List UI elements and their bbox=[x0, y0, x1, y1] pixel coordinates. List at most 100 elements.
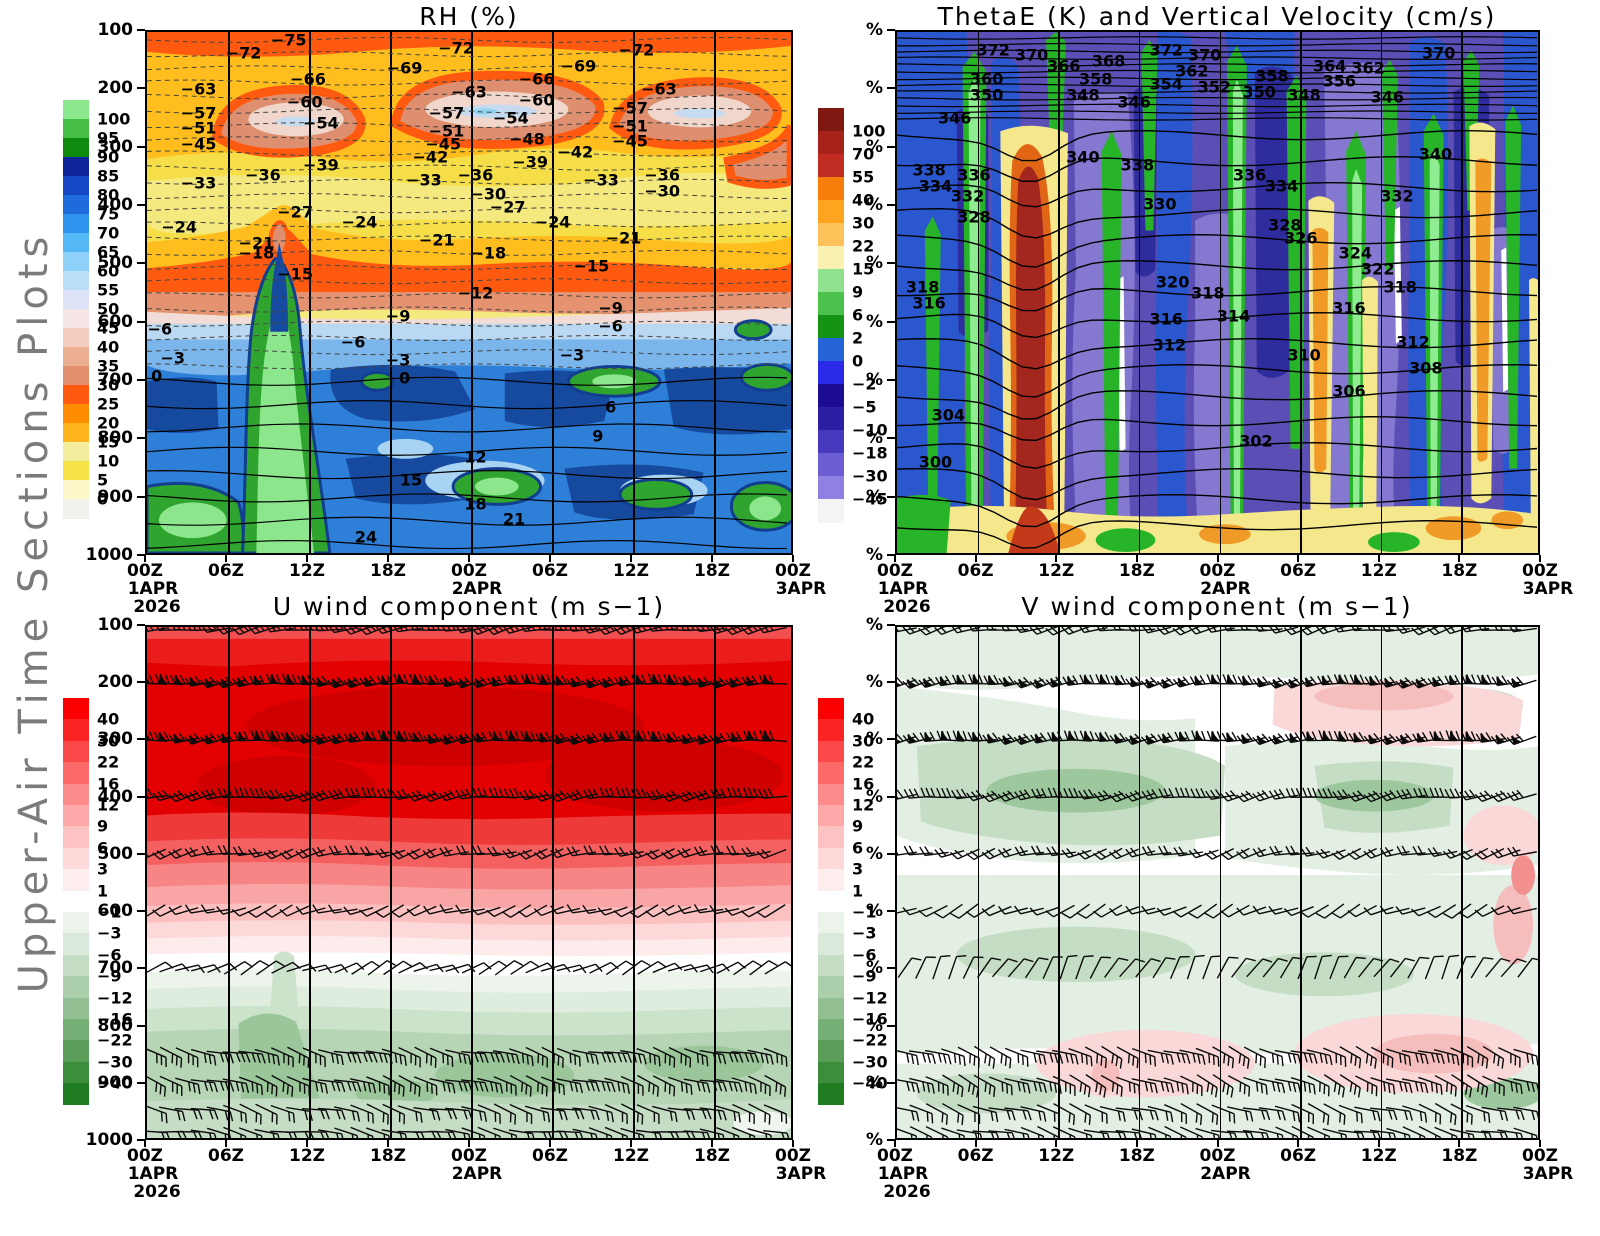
thetae-contour bbox=[897, 468, 1538, 501]
time-gridline bbox=[228, 32, 230, 553]
wind-barb bbox=[488, 787, 517, 799]
colorbar-cell bbox=[63, 740, 89, 763]
wind-barb bbox=[747, 1049, 774, 1065]
wind-barb bbox=[1418, 1076, 1443, 1095]
wind-barb bbox=[1466, 1074, 1489, 1098]
wind-barb bbox=[317, 1129, 345, 1138]
wind-barb bbox=[556, 1078, 583, 1094]
wind-barb bbox=[897, 1127, 918, 1138]
wind-barb bbox=[510, 960, 540, 975]
wind-barb bbox=[1470, 956, 1494, 979]
wind-barb bbox=[1444, 674, 1474, 686]
colorbar-label: 22 bbox=[852, 752, 875, 772]
contour-label: −27 bbox=[277, 202, 313, 222]
colorbar-label: 45 bbox=[97, 318, 120, 338]
colorbar-label: 100 bbox=[97, 109, 131, 129]
wind-barb bbox=[934, 627, 965, 636]
wind-barb bbox=[327, 733, 358, 745]
wind-barb bbox=[1434, 1075, 1457, 1097]
y-tick bbox=[137, 795, 145, 798]
temperature-contour-solid bbox=[147, 423, 788, 433]
colorbar-cell bbox=[63, 195, 89, 215]
colorbar-cell bbox=[818, 1061, 844, 1084]
wind-barb bbox=[263, 848, 294, 860]
wind-barb bbox=[247, 847, 278, 858]
wind-barb bbox=[572, 1128, 599, 1138]
wind-barb bbox=[1061, 903, 1090, 919]
thetae-contour bbox=[897, 338, 1538, 370]
pressure-tick-label: 100 bbox=[97, 615, 134, 635]
colorbar-label: −18 bbox=[852, 443, 888, 463]
wind-barb bbox=[1283, 906, 1314, 917]
wind-barb bbox=[661, 848, 691, 860]
wind-barb bbox=[1507, 905, 1537, 915]
wind-barb bbox=[582, 904, 613, 914]
wind-barb bbox=[621, 1103, 644, 1125]
time-gridline bbox=[633, 32, 635, 553]
pressure-tick-label: 900 bbox=[97, 486, 134, 507]
x-tick bbox=[387, 1140, 389, 1147]
wind-barb bbox=[249, 787, 279, 798]
wind-barb bbox=[1221, 731, 1251, 743]
x-tick bbox=[468, 555, 470, 562]
wind-barb bbox=[1301, 731, 1331, 742]
x-tick bbox=[1055, 1140, 1058, 1147]
wind-barb bbox=[1099, 1106, 1126, 1122]
contour-label: 360 bbox=[970, 69, 1004, 89]
date-label: 2APR bbox=[451, 579, 503, 599]
wind-barb bbox=[1456, 955, 1476, 980]
wind-barb bbox=[1100, 1074, 1123, 1097]
percent-tick-label: % bbox=[865, 428, 883, 449]
colorbar-label: 100 bbox=[852, 121, 886, 141]
contour-label: −42 bbox=[557, 142, 594, 162]
wind-barb bbox=[454, 733, 485, 745]
wind-barb bbox=[732, 1103, 755, 1125]
wind-barb bbox=[1474, 905, 1505, 917]
wind-barb bbox=[1131, 1128, 1158, 1138]
contour-label: 310 bbox=[1287, 345, 1321, 365]
wind-barb bbox=[572, 1107, 600, 1121]
wind-barb bbox=[216, 906, 247, 915]
wind-barb bbox=[239, 1103, 262, 1125]
wind-barb bbox=[206, 1079, 235, 1092]
wind-barb bbox=[391, 627, 422, 633]
wind-barb bbox=[597, 906, 628, 916]
colorbar-label: 16 bbox=[97, 774, 120, 794]
wind-barb bbox=[1279, 956, 1303, 979]
wind-barb bbox=[381, 1048, 407, 1066]
wind-barb bbox=[941, 1127, 966, 1138]
colorbar-cell bbox=[818, 805, 844, 827]
wind-barb bbox=[1147, 1105, 1174, 1123]
colorbar-label: 65 bbox=[97, 242, 120, 262]
wind-barb bbox=[918, 676, 949, 689]
wind-barb bbox=[1212, 1046, 1235, 1069]
time-tick-label: 06Z bbox=[957, 561, 994, 581]
contour-label: 358 bbox=[1079, 69, 1113, 89]
time-gridline bbox=[390, 627, 392, 1138]
wind-barb bbox=[1125, 905, 1156, 915]
wind-barb bbox=[1411, 676, 1442, 689]
wind-barb bbox=[1211, 1129, 1239, 1138]
wind-barb bbox=[374, 904, 405, 918]
wind-barb bbox=[302, 964, 333, 974]
wind-barb bbox=[951, 674, 981, 685]
wind-barb bbox=[1449, 1128, 1476, 1138]
wind-barb bbox=[699, 1107, 727, 1121]
temperature-contour-dashed bbox=[147, 320, 788, 327]
y-tick bbox=[887, 681, 895, 684]
thetae-contour bbox=[897, 442, 1538, 469]
wind-barb bbox=[920, 787, 949, 799]
wind-barb bbox=[1348, 731, 1378, 743]
wind-barb bbox=[613, 904, 643, 918]
wind-barb bbox=[1135, 958, 1161, 978]
wind-barb bbox=[1268, 905, 1299, 915]
wind-barb bbox=[1046, 731, 1076, 742]
pressure-tick-label: 300 bbox=[97, 729, 134, 750]
wind-barb bbox=[1246, 958, 1273, 978]
wind-barb bbox=[174, 964, 205, 974]
time-tick-label: 06Z bbox=[532, 561, 568, 581]
wind-barb bbox=[677, 848, 708, 858]
wind-barb bbox=[147, 627, 167, 633]
wind-barb bbox=[270, 1047, 294, 1068]
wind-barb bbox=[147, 904, 166, 918]
